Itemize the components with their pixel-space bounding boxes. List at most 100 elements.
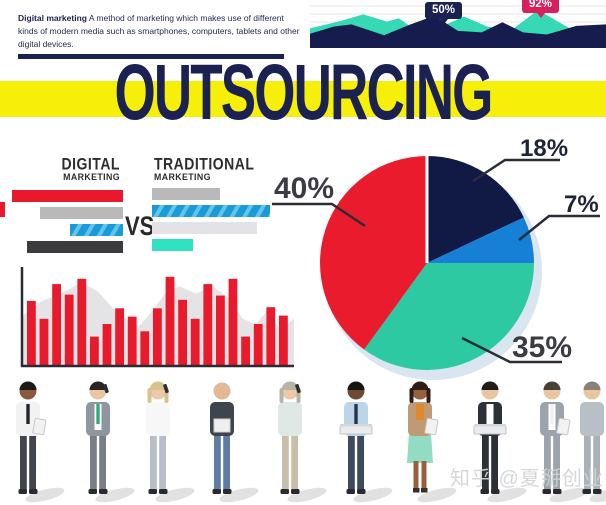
pie-slice-40% bbox=[320, 156, 427, 350]
tag-label: 50% bbox=[432, 4, 456, 16]
comparison-bar bbox=[152, 205, 270, 217]
header-line: DIGITAL bbox=[61, 154, 120, 174]
tablet-icon bbox=[556, 417, 571, 436]
hair bbox=[481, 381, 499, 390]
bar bbox=[228, 278, 238, 366]
phone-icon bbox=[163, 383, 169, 394]
floor-shadow bbox=[417, 487, 457, 503]
person bbox=[146, 381, 195, 503]
edge-red-bar bbox=[0, 202, 5, 217]
bar bbox=[64, 294, 74, 366]
page-title: OUTSOURCING bbox=[114, 48, 493, 138]
laptop-icon bbox=[339, 425, 373, 435]
phone-icon bbox=[295, 383, 301, 394]
laptop-icon bbox=[473, 425, 507, 435]
yellow-banner bbox=[0, 81, 606, 117]
red-bar-chart bbox=[20, 267, 294, 368]
pie-slice-18% bbox=[427, 156, 524, 263]
bar bbox=[190, 318, 200, 367]
bar bbox=[266, 307, 276, 366]
hair bbox=[411, 381, 429, 390]
floor-shadow bbox=[287, 487, 327, 503]
person bbox=[407, 381, 457, 503]
bar bbox=[253, 324, 263, 366]
bar bbox=[279, 315, 288, 366]
digital-bars bbox=[12, 190, 123, 258]
hair bbox=[89, 381, 107, 390]
bar bbox=[115, 308, 124, 367]
bar bbox=[77, 278, 87, 366]
comparison-bar bbox=[152, 222, 257, 234]
bar bbox=[153, 308, 162, 367]
phone-icon bbox=[103, 383, 109, 394]
person bbox=[580, 381, 606, 503]
floor-shadow bbox=[155, 487, 195, 503]
area-series-navy bbox=[310, 15, 606, 49]
comparison-bar bbox=[152, 188, 220, 200]
tag-pointer-icon bbox=[439, 19, 448, 24]
pie-slice-7% bbox=[427, 217, 534, 263]
bar bbox=[178, 299, 187, 366]
pie-label: 35% bbox=[512, 331, 572, 364]
hair bbox=[281, 381, 299, 390]
person bbox=[540, 381, 589, 503]
bar bbox=[90, 336, 99, 366]
header-line: MARKETING bbox=[63, 172, 120, 182]
person bbox=[278, 381, 327, 503]
area-chart-canvas bbox=[310, 5, 606, 49]
bar bbox=[27, 300, 36, 366]
area-baseline bbox=[310, 41, 606, 48]
hair bbox=[19, 381, 37, 390]
header-line: MARKETING bbox=[154, 172, 211, 182]
bar bbox=[203, 284, 213, 366]
person bbox=[86, 381, 135, 503]
pie-label: 18% bbox=[520, 135, 568, 162]
pie-label: 40% bbox=[274, 172, 334, 205]
definition-text: Digital marketing A method of marketing … bbox=[18, 12, 304, 51]
top-area-chart: 50% 92% bbox=[310, 0, 606, 49]
person bbox=[473, 381, 527, 503]
header-line: TRADITIONAL bbox=[154, 154, 255, 174]
comparison-bar bbox=[40, 207, 123, 219]
traditional-marketing-header: TRADITIONAL MARKETING bbox=[154, 154, 294, 182]
pie-chart: 40% 18% 7% 35% bbox=[272, 135, 600, 380]
floor-shadow bbox=[549, 487, 589, 503]
annotation-tag-92: 92% bbox=[522, 0, 560, 18]
tablet-icon bbox=[32, 417, 47, 436]
floor-shadow bbox=[25, 487, 65, 503]
bar bbox=[140, 331, 150, 366]
bar bbox=[102, 324, 112, 366]
definition-underline bbox=[18, 54, 284, 59]
person bbox=[210, 382, 259, 503]
pie-slice-35% bbox=[364, 263, 534, 370]
floor-shadow bbox=[95, 487, 135, 503]
person bbox=[16, 381, 65, 503]
vs-label: VS bbox=[125, 211, 155, 241]
hair bbox=[347, 381, 365, 390]
definition-term: Digital marketing bbox=[18, 13, 87, 23]
head bbox=[213, 382, 231, 400]
tablet-icon bbox=[424, 417, 439, 436]
digital-marketing-header: DIGITAL MARKETING bbox=[18, 154, 120, 182]
definition-block: Digital marketing A method of marketing … bbox=[18, 12, 304, 59]
comparison-bar bbox=[70, 224, 123, 236]
person bbox=[339, 381, 393, 503]
comparison-bar bbox=[12, 190, 123, 202]
comparison-bar bbox=[27, 241, 123, 253]
definition-body: A method of marketing which makes use of… bbox=[18, 13, 300, 49]
pie-label: 7% bbox=[564, 191, 599, 218]
bar bbox=[241, 336, 250, 366]
floor-shadow bbox=[353, 487, 393, 503]
leader-line bbox=[518, 214, 600, 241]
bar bbox=[127, 316, 137, 366]
floor-shadow bbox=[487, 487, 527, 503]
bar bbox=[52, 284, 61, 366]
people-photo bbox=[16, 381, 606, 503]
tag-label: 92% bbox=[529, 0, 553, 10]
hair bbox=[149, 381, 167, 390]
bar bbox=[39, 318, 49, 367]
leader-line bbox=[461, 336, 562, 364]
leader-line bbox=[272, 202, 366, 228]
annotation-tag-50: 50% bbox=[425, 2, 463, 24]
